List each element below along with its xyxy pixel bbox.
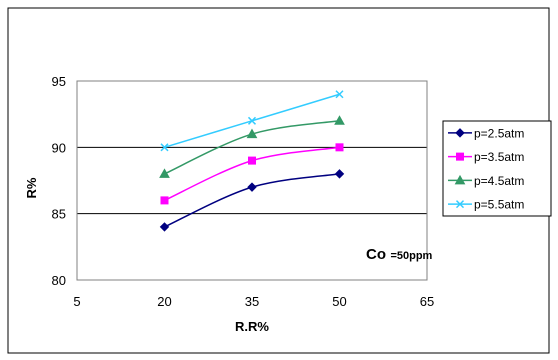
data-point-shape — [248, 156, 256, 165]
legend-marker — [455, 200, 465, 209]
data-point-shape — [247, 182, 257, 192]
data-point-shape — [160, 143, 169, 152]
co-annotation-main: Co — [366, 246, 386, 263]
data-point-shape — [160, 196, 169, 205]
data-point-shape — [334, 115, 345, 125]
data-point-shape — [247, 116, 257, 125]
legend-marker-shape — [455, 200, 465, 209]
y-tick-label: 90 — [52, 140, 66, 155]
legend-label: p=5.5atm — [474, 198, 524, 212]
legend-item: p=4.5atm — [448, 174, 524, 188]
data-point-shape — [335, 143, 344, 152]
data-point-shape — [246, 128, 258, 139]
data-point — [160, 196, 169, 205]
data-point — [247, 182, 257, 192]
legend-item: p=2.5atm — [448, 126, 524, 140]
legend-marker-shape — [455, 128, 465, 138]
data-point — [335, 143, 344, 152]
gridlines — [77, 146, 427, 215]
data-point — [334, 169, 345, 179]
co-annotation: Co =50ppm — [366, 246, 433, 263]
data-point-shape — [159, 222, 170, 232]
legend-marker-shape — [456, 152, 464, 161]
data-point — [335, 90, 344, 99]
legend-box — [442, 120, 552, 217]
plot-area-border — [76, 80, 428, 281]
data-point — [248, 156, 256, 165]
x-axis-tick-labels: 5 20 35 50 65 — [73, 294, 434, 309]
y-tick-label: 95 — [52, 74, 66, 89]
legend-label: p=3.5atm — [474, 150, 524, 164]
y-tick-label: 80 — [52, 273, 66, 288]
co-annotation-sub: =50ppm — [390, 250, 432, 262]
legend-item: p=3.5atm — [448, 150, 524, 164]
x-tick-label: 5 — [73, 294, 80, 309]
x-axis-label: R.R% — [235, 319, 269, 334]
legend-label: p=2.5atm — [474, 126, 524, 140]
legend-marker — [454, 174, 466, 185]
series-layer — [159, 90, 345, 232]
data-point — [246, 128, 258, 139]
x-tick-label: 50 — [332, 294, 346, 309]
y-tick-label: 85 — [52, 207, 66, 222]
y-axis-label: R% — [24, 177, 39, 198]
data-point — [159, 168, 170, 178]
data-point-shape — [335, 90, 344, 99]
data-point — [334, 115, 345, 125]
x-tick-label: 35 — [245, 294, 259, 309]
legend: p=2.5atm p=3.5atm p=4.5atm p=5.5atm — [448, 126, 524, 212]
data-point — [247, 116, 257, 125]
x-tick-label: 65 — [420, 294, 434, 309]
legend-marker — [455, 128, 465, 138]
data-point-shape — [159, 168, 170, 178]
y-axis-tick-labels: 80 85 90 95 — [52, 74, 66, 288]
x-tick-label: 20 — [157, 294, 171, 309]
legend-marker — [456, 152, 464, 161]
data-point-shape — [334, 169, 345, 179]
legend-marker-shape — [454, 174, 466, 185]
legend-label: p=4.5atm — [474, 174, 524, 188]
legend-item: p=5.5atm — [448, 198, 524, 212]
data-point — [159, 222, 170, 232]
data-point — [160, 143, 169, 152]
